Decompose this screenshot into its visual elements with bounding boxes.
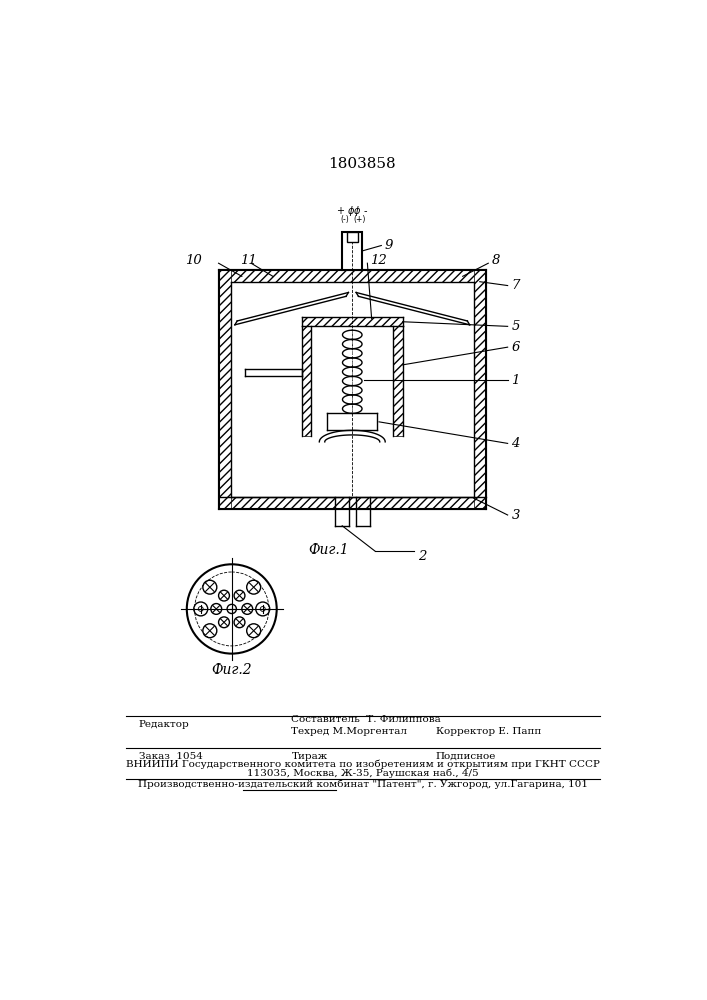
Text: 2: 2 [418,550,426,563]
Text: Производственно-издательский комбинат "Патент", г. Ужгород, ул.Гагарина, 101: Производственно-издательский комбинат "П… [138,780,588,789]
Text: 6: 6 [512,341,520,354]
Bar [218,270,486,509]
Text: Техред М.Моргентал: Техред М.Моргентал [291,727,407,736]
Text: ВНИИПИ Государственного комитета по изобретениям и открытиям при ГКНТ СССР: ВНИИПИ Государственного комитета по изоб… [126,760,600,769]
Bar [218,270,486,282]
Text: Подписное: Подписное [436,752,496,761]
Text: 3: 3 [512,509,520,522]
Text: 10: 10 [185,254,202,267]
Text: 1: 1 [512,374,520,387]
Text: 7: 7 [512,279,520,292]
Bar [347,232,358,242]
Text: Фиг.2: Фиг.2 [211,663,252,677]
Text: 12: 12 [370,254,387,267]
Text: + $\phi\phi$ -: + $\phi\phi$ - [336,204,368,218]
Text: 5: 5 [512,320,520,333]
Text: 9: 9 [385,239,393,252]
Bar [302,326,311,436]
Text: Заказ  1054: Заказ 1054 [139,752,203,761]
Text: (+): (+) [354,215,366,224]
Text: Составитель  Т. Филиппова: Составитель Т. Филиппова [291,715,441,724]
Text: Редактор: Редактор [139,720,189,729]
Text: 8: 8 [492,254,501,267]
Bar [393,326,403,436]
Polygon shape [235,292,349,325]
Bar [474,270,486,509]
Text: Фиг.1: Фиг.1 [308,544,349,558]
Bar [218,270,231,509]
Bar [342,232,363,270]
Text: Тираж: Тираж [291,752,327,761]
Text: Корректор Е. Папп: Корректор Е. Папп [436,727,541,736]
Text: 4: 4 [512,437,520,450]
Text: 113035, Москва, Ж-35, Раушская наб., 4/5: 113035, Москва, Ж-35, Раушская наб., 4/5 [247,769,479,778]
Text: 1803858: 1803858 [328,157,396,171]
Text: (-): (-) [340,215,349,224]
Bar [218,497,486,509]
Bar [302,317,403,326]
Polygon shape [356,292,469,325]
Text: 11: 11 [240,254,257,267]
